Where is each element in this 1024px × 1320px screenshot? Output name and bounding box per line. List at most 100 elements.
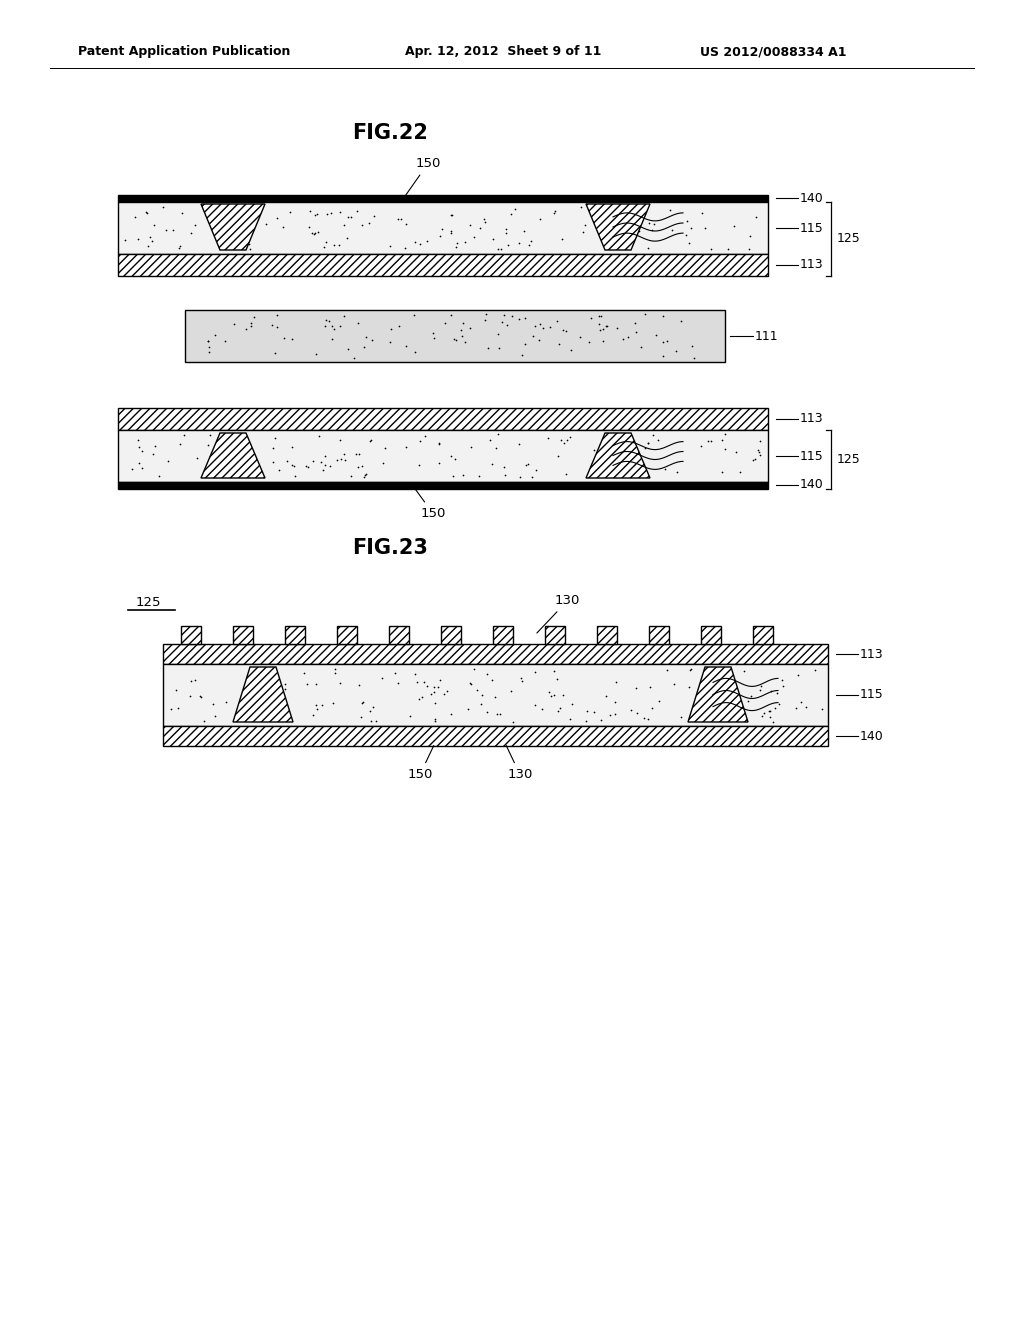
Point <box>200 330 216 351</box>
Point <box>535 318 551 339</box>
Point <box>530 329 547 350</box>
Point <box>232 688 249 709</box>
Point <box>549 668 565 689</box>
Point <box>339 227 355 248</box>
Point <box>641 677 657 698</box>
Point <box>554 228 570 249</box>
Point <box>443 205 460 226</box>
Point <box>343 466 359 487</box>
Point <box>206 466 222 487</box>
Point <box>648 325 665 346</box>
Point <box>479 337 496 358</box>
Point <box>158 219 174 240</box>
Text: 111: 111 <box>755 330 778 342</box>
Point <box>479 701 496 722</box>
Point <box>155 197 171 218</box>
Bar <box>285 626 305 644</box>
Point <box>271 459 288 480</box>
Bar <box>118 482 768 488</box>
Point <box>137 202 154 223</box>
Point <box>308 694 325 715</box>
Point <box>269 317 286 338</box>
Point <box>592 433 608 454</box>
Point <box>475 209 492 230</box>
Point <box>412 234 428 255</box>
Point <box>443 220 460 242</box>
Point <box>356 337 373 358</box>
Point <box>617 444 634 465</box>
Point <box>751 441 767 462</box>
Point <box>431 453 447 474</box>
Point <box>216 215 232 236</box>
Point <box>423 684 439 705</box>
Point <box>705 680 721 701</box>
Point <box>127 206 143 227</box>
Point <box>488 437 505 458</box>
Text: 113: 113 <box>860 648 884 660</box>
Point <box>470 465 486 486</box>
Point <box>462 317 478 338</box>
Point <box>144 444 161 465</box>
Point <box>398 335 415 356</box>
Point <box>711 701 727 722</box>
Point <box>767 698 783 719</box>
Point <box>316 446 333 467</box>
Point <box>624 700 640 721</box>
Point <box>775 676 792 697</box>
Point <box>702 705 719 726</box>
Point <box>741 239 758 260</box>
Point <box>332 429 348 450</box>
Point <box>382 331 398 352</box>
Point <box>250 672 266 693</box>
Point <box>517 308 534 329</box>
Point <box>637 304 653 325</box>
Point <box>754 706 770 727</box>
Bar <box>649 626 669 644</box>
Point <box>447 330 464 351</box>
Text: 125: 125 <box>837 453 861 466</box>
Point <box>466 659 482 680</box>
Point <box>446 449 463 470</box>
Point <box>361 430 378 451</box>
Point <box>258 213 274 234</box>
Point <box>462 214 478 235</box>
Point <box>543 317 559 338</box>
Point <box>455 465 471 486</box>
Point <box>389 209 406 230</box>
Point <box>374 668 390 689</box>
Point <box>133 440 150 461</box>
Point <box>752 680 768 701</box>
Point <box>490 338 507 359</box>
Point <box>632 450 648 471</box>
Text: 115: 115 <box>800 222 823 235</box>
Point <box>350 313 367 334</box>
Point <box>553 430 569 451</box>
Point <box>331 234 347 255</box>
Point <box>354 455 371 477</box>
Text: 125: 125 <box>135 595 161 609</box>
Point <box>752 430 768 451</box>
Point <box>798 697 814 718</box>
Point <box>246 306 262 327</box>
Point <box>664 219 680 240</box>
Point <box>473 684 489 705</box>
Point <box>165 219 181 240</box>
Point <box>540 428 556 449</box>
Point <box>549 310 565 331</box>
Point <box>507 199 523 220</box>
Point <box>552 698 568 719</box>
Point <box>581 331 597 352</box>
Point <box>650 690 667 711</box>
Point <box>225 313 242 334</box>
Point <box>346 347 362 368</box>
Text: 150: 150 <box>408 746 434 781</box>
Point <box>609 230 626 251</box>
Text: 150: 150 <box>404 157 440 197</box>
Bar <box>597 626 617 644</box>
Point <box>710 665 726 686</box>
Point <box>756 702 772 723</box>
Point <box>354 692 371 713</box>
Point <box>183 223 200 244</box>
Point <box>274 702 291 723</box>
Point <box>201 342 217 363</box>
